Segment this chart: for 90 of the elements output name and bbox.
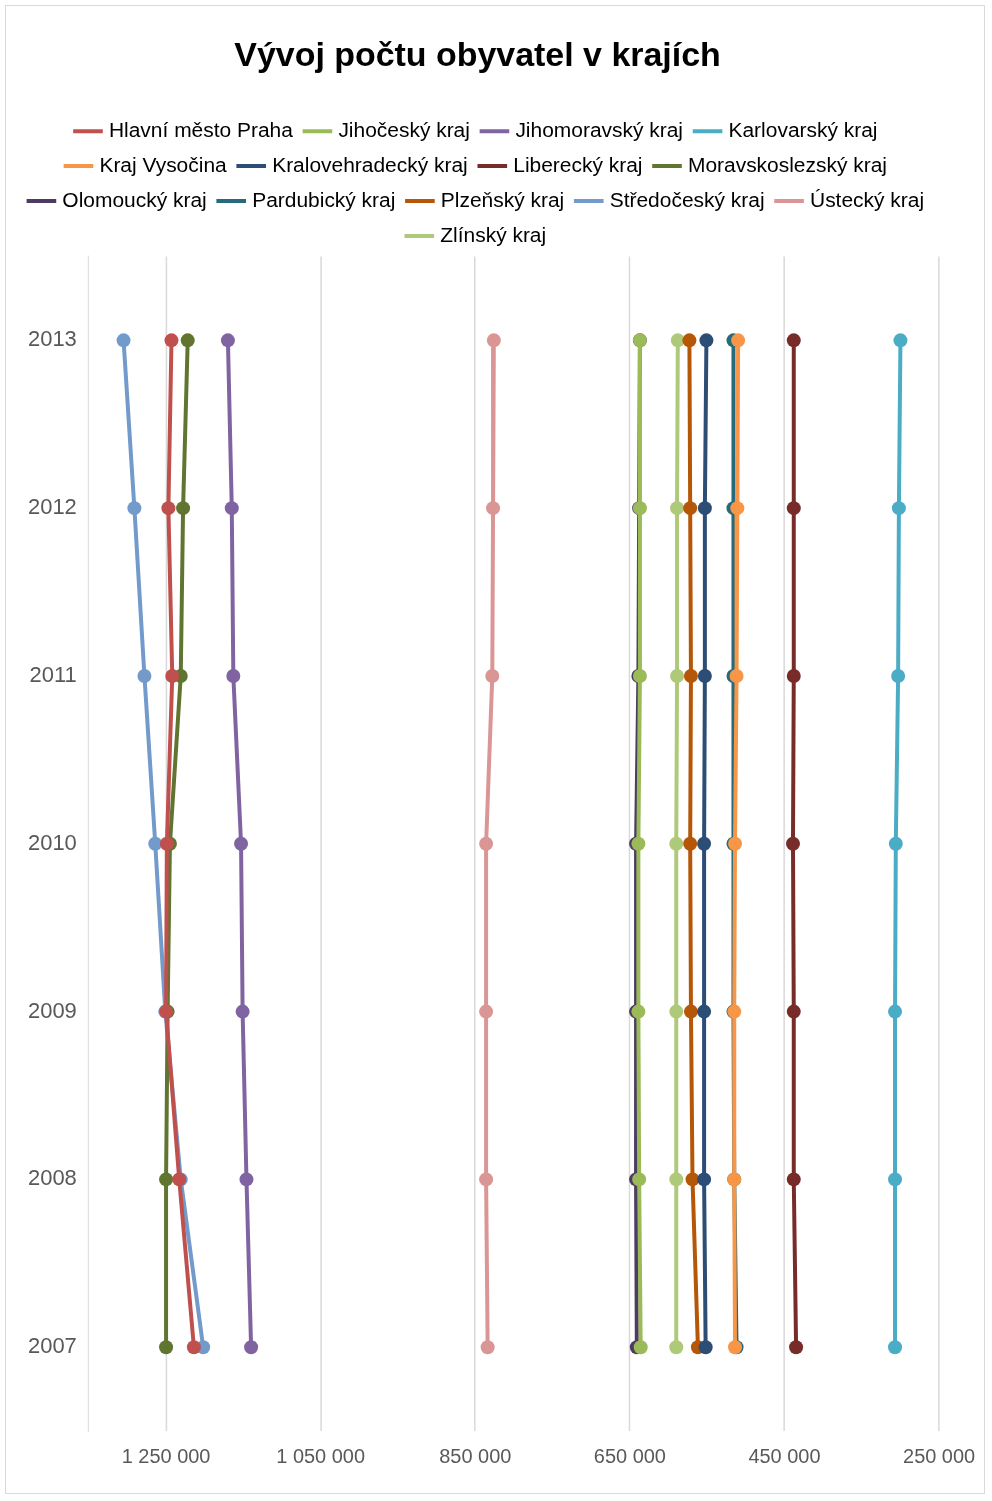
chart-title: Vývoj počtu obyvatel v krajích	[234, 34, 721, 73]
point	[891, 668, 906, 683]
point	[697, 836, 712, 851]
point	[116, 333, 131, 348]
y-tick-label: 2007	[27, 1333, 77, 1359]
legend-label: Jihočeský kraj	[338, 117, 470, 141]
legend-label: Olomoucký kraj	[62, 187, 207, 211]
point	[239, 1172, 254, 1187]
point	[127, 501, 142, 516]
point	[220, 333, 235, 348]
x-tick-label: 1 050 000	[276, 1444, 366, 1467]
y-tick-label: 2009	[27, 997, 77, 1023]
point	[224, 501, 239, 516]
point	[670, 668, 685, 683]
point	[786, 836, 800, 851]
point	[697, 501, 712, 516]
point	[479, 836, 494, 851]
point	[888, 1340, 903, 1355]
point	[893, 333, 908, 348]
point	[164, 333, 179, 348]
y-tick-label: 2010	[27, 829, 77, 855]
point	[786, 1004, 801, 1019]
legend-label: Kralovehradecký kraj	[272, 152, 468, 176]
point	[159, 1172, 174, 1187]
point	[186, 1340, 201, 1355]
legend-label: Kraj Vysočina	[99, 152, 228, 176]
point	[683, 668, 698, 683]
point	[682, 333, 697, 348]
point	[480, 1340, 495, 1355]
point	[888, 1004, 903, 1019]
point	[176, 501, 191, 516]
point	[888, 1172, 903, 1187]
point	[148, 836, 163, 851]
point	[697, 1004, 712, 1019]
point	[669, 1340, 684, 1355]
y-tick-label: 2011	[29, 662, 77, 688]
y-tick-label: 2008	[27, 1165, 77, 1191]
point	[786, 501, 801, 516]
legend-label: Zlínský kraj	[440, 222, 547, 246]
point	[683, 836, 698, 851]
point	[485, 668, 500, 683]
x-tick-label: 650 000	[593, 1444, 666, 1467]
legend-label: Karlovarský kraj	[728, 117, 878, 141]
point	[486, 501, 501, 516]
point	[234, 836, 249, 851]
point	[479, 1004, 494, 1019]
point	[159, 1340, 174, 1355]
point	[698, 1340, 713, 1355]
point	[235, 1004, 250, 1019]
point	[730, 501, 745, 516]
x-tick-label: 250 000	[903, 1444, 976, 1467]
legend-label: Liberecký kraj	[513, 152, 643, 176]
point	[731, 333, 746, 348]
point	[669, 1004, 684, 1019]
legend-label: Pardubický kraj	[252, 187, 396, 211]
point	[486, 333, 501, 348]
point	[888, 836, 903, 851]
point	[180, 333, 195, 348]
point	[789, 1340, 804, 1355]
x-tick-label: 850 000	[439, 1444, 512, 1467]
point	[669, 1172, 684, 1187]
point	[165, 668, 180, 683]
x-tick-label: 1 250 000	[121, 1444, 211, 1467]
point	[670, 333, 685, 348]
point	[683, 1004, 698, 1019]
legend-label: Plzeňský kraj	[440, 187, 565, 211]
point	[161, 501, 176, 516]
point	[669, 836, 684, 851]
point	[786, 668, 801, 683]
point	[697, 668, 712, 683]
point	[670, 501, 685, 516]
y-tick-label: 2013	[27, 326, 77, 352]
point	[697, 1172, 712, 1187]
point	[137, 668, 152, 683]
point	[226, 668, 241, 683]
x-tick-label: 450 000	[748, 1444, 821, 1467]
point	[479, 1172, 494, 1187]
point	[786, 1172, 801, 1187]
legend-label: Moravskoslezský kraj	[687, 152, 887, 176]
legend-label: Středočeský kraj	[609, 187, 765, 211]
y-tick-label: 2012	[27, 494, 77, 520]
point	[891, 501, 906, 516]
point	[786, 333, 801, 348]
point	[699, 333, 714, 348]
point	[244, 1340, 259, 1355]
point	[683, 501, 698, 516]
legend-label: Jihomoravský kraj	[515, 117, 684, 141]
legend-label: Hlavní město Praha	[108, 117, 294, 141]
legend-label: Ústecký kraj	[810, 187, 925, 211]
point	[633, 1340, 648, 1355]
